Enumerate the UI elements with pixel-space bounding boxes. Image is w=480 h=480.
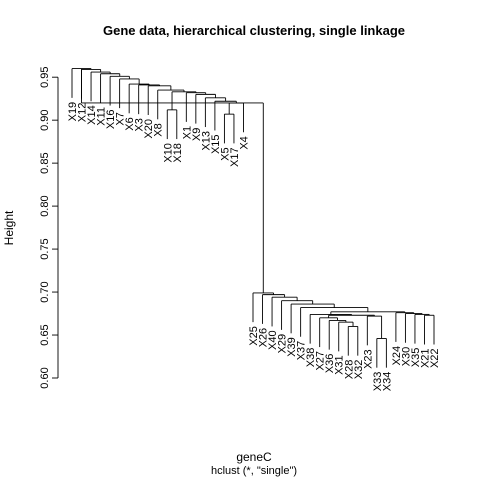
y-tick-label: 0.75 [39,238,51,259]
leaf-label: X31 [334,355,346,375]
leaf-label: X29 [277,334,289,354]
leaf-label: X24 [391,346,403,366]
y-tick-label: 0.80 [39,195,51,216]
leaf-label: X4 [238,136,250,149]
leaf-label: X16 [105,110,117,130]
leaf-label: X17 [229,147,241,167]
leaf-label: X22 [429,348,441,368]
x-axis-label: geneC [236,450,272,464]
leaf-label: X15 [210,134,222,154]
leaf-label: X19 [67,102,79,122]
leaf-label: X33 [372,372,384,392]
leaf-label: X3 [134,118,146,131]
leaf-label: X14 [86,105,98,125]
y-tick-label: 0.65 [39,324,51,345]
leaf-label: X35 [410,348,422,368]
leaf-label: X25 [248,326,260,346]
leaf-labels: X19X12X14X11X16X7X6X3X20X8X10X18X1X9X13X… [67,102,441,391]
leaf-label: X8 [153,123,165,136]
leaf-label: X27 [315,351,327,371]
leaf-label: X20 [143,119,155,139]
leaf-label: X36 [324,354,336,374]
y-tick-label: 0.95 [39,66,51,87]
method-subtitle: hclust (*, "single") [211,465,297,477]
leaf-label: X9 [191,128,203,141]
y-axis-label: Height [2,210,16,245]
leaf-label: X38 [305,348,317,368]
leaf-label: X1 [181,126,193,139]
leaf-label: X28 [343,360,355,380]
leaf-label: X23 [362,349,374,369]
leaf-label: X5 [219,147,231,160]
y-tick-label: 0.90 [39,109,51,130]
leaf-label: X34 [381,372,393,392]
leaf-label: X18 [172,143,184,163]
leaf-label: X32 [353,360,365,380]
leaf-label: X11 [96,107,108,126]
y-tick-label: 0.85 [39,152,51,173]
leaf-label: X21 [419,348,431,368]
dendrogram-tree [71,68,435,368]
y-tick-label: 0.60 [39,367,51,388]
leaf-label: X37 [296,341,308,361]
leaf-label: X12 [77,103,89,123]
chart-title: Gene data, hierarchical clustering, sing… [103,23,405,38]
leaf-label: X10 [162,143,174,163]
leaf-label: X30 [400,347,412,367]
leaf-label: X39 [286,337,298,357]
leaf-label: X6 [124,117,136,130]
leaf-label: X13 [200,131,212,151]
leaf-label: X7 [115,112,127,125]
leaf-label: X40 [267,330,279,350]
y-tick-label: 0.70 [39,281,51,302]
y-axis: 0.60 0.65 0.70 0.75 0.80 0.85 0.90 0.95 [39,66,59,389]
leaf-label: X26 [258,328,270,348]
